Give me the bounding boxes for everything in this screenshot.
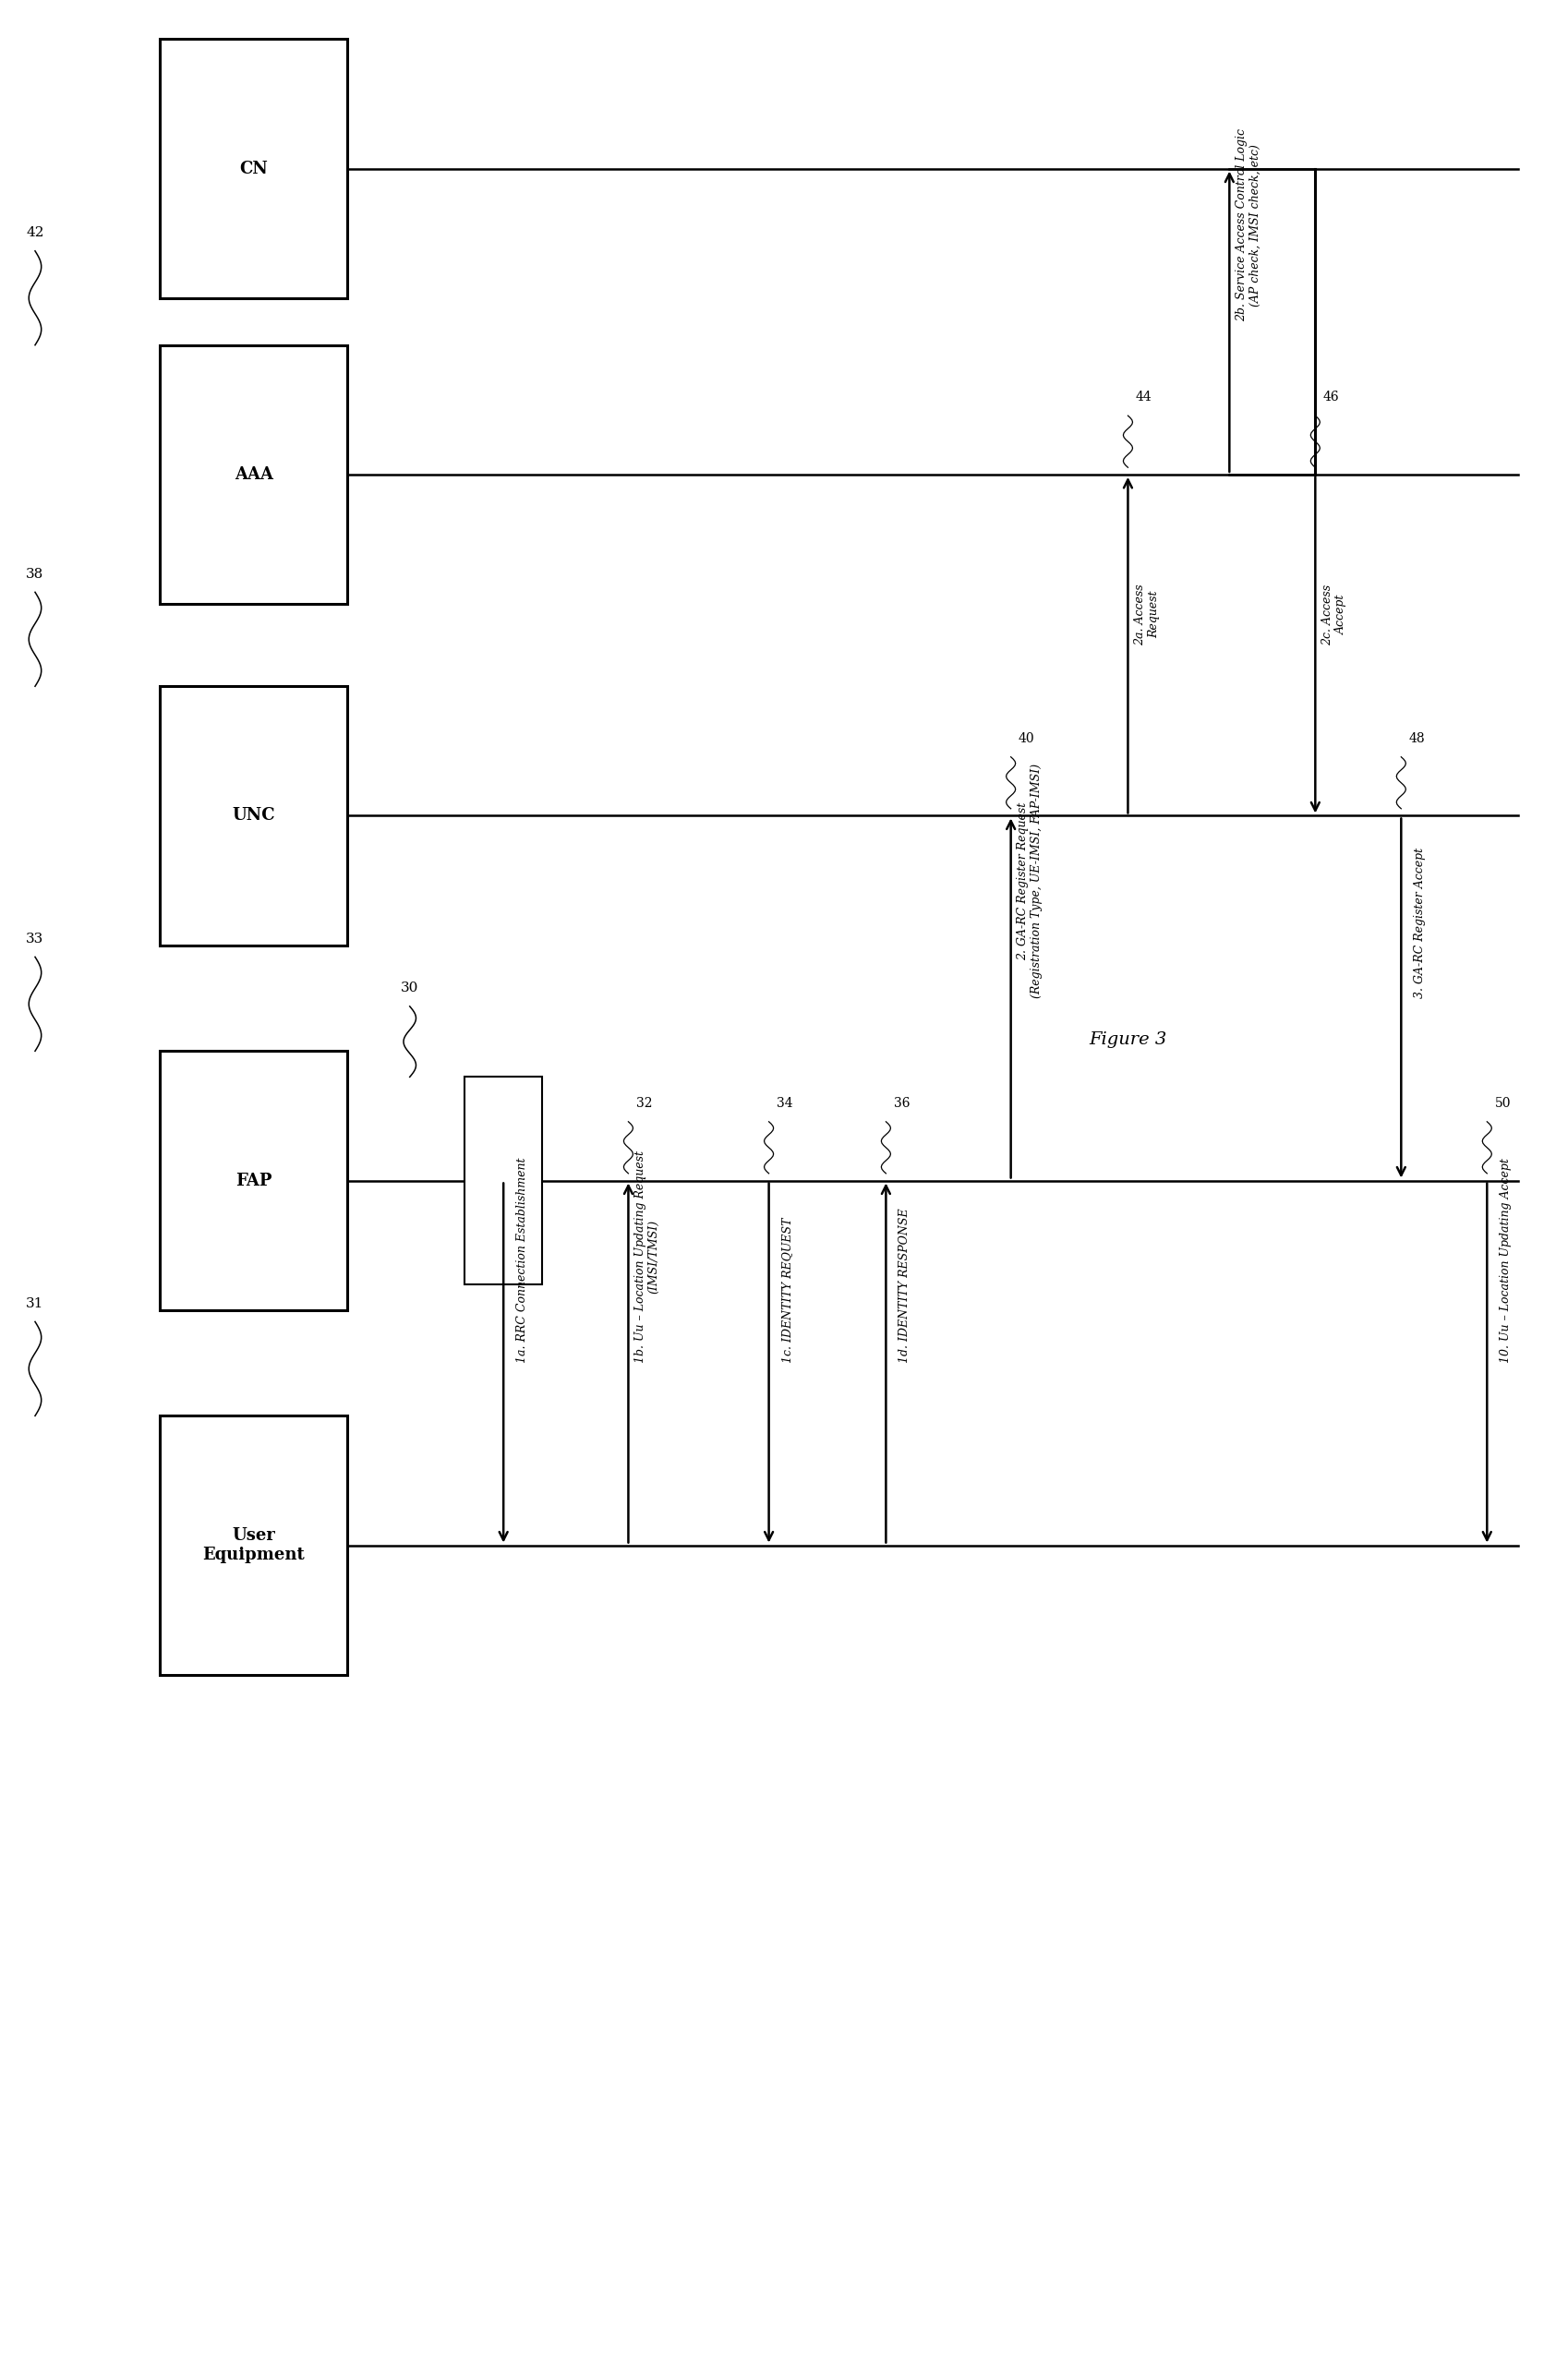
Text: AAA: AAA (234, 465, 273, 482)
Text: User
Equipment: User Equipment (202, 1528, 304, 1563)
Text: CN: CN (240, 161, 268, 177)
Text: 36: 36 (892, 1098, 909, 1110)
Text: 38: 38 (27, 567, 44, 581)
FancyBboxPatch shape (160, 345, 347, 604)
Text: 2b. Service Access Control Logic
(AP check, IMSI check, etc): 2b. Service Access Control Logic (AP che… (1234, 127, 1261, 321)
Text: 1a. RRC Connection Establishment: 1a. RRC Connection Establishment (516, 1157, 528, 1362)
FancyBboxPatch shape (160, 1051, 347, 1310)
Text: 32: 32 (635, 1098, 652, 1110)
Text: 10. Uu – Location Updating Accept: 10. Uu – Location Updating Accept (1499, 1157, 1512, 1362)
Text: 1c. IDENTITY REQUEST: 1c. IDENTITY REQUEST (781, 1218, 793, 1362)
Text: 50: 50 (1494, 1098, 1510, 1110)
FancyBboxPatch shape (160, 40, 347, 297)
Text: 48: 48 (1408, 732, 1424, 746)
Text: 46: 46 (1322, 392, 1338, 404)
Text: 33: 33 (27, 933, 44, 944)
Text: 40: 40 (1018, 732, 1033, 746)
Text: FAP: FAP (235, 1171, 271, 1190)
Text: 44: 44 (1135, 392, 1151, 404)
Text: 2c. Access
Accept: 2c. Access Accept (1320, 583, 1347, 645)
FancyBboxPatch shape (464, 1077, 543, 1284)
Text: 2a. Access
Request: 2a. Access Request (1134, 583, 1159, 645)
Text: 31: 31 (27, 1296, 44, 1310)
FancyBboxPatch shape (160, 1417, 347, 1674)
Text: UNC: UNC (232, 807, 274, 824)
Text: 1d. IDENTITY RESPONSE: 1d. IDENTITY RESPONSE (898, 1209, 909, 1362)
Text: 3. GA-RC Register Accept: 3. GA-RC Register Accept (1413, 848, 1425, 999)
Text: 1b. Uu – Location Updating Request
(IMSI/TMSI): 1b. Uu – Location Updating Request (IMSI… (633, 1150, 660, 1362)
Text: 30: 30 (400, 982, 419, 994)
Text: 2. GA-RC Register Request
(Registration Type, UE-IMSI, FAP-IMSI): 2. GA-RC Register Request (Registration … (1016, 763, 1041, 999)
FancyBboxPatch shape (160, 687, 347, 944)
Text: Figure 3: Figure 3 (1088, 1032, 1167, 1048)
Text: 34: 34 (776, 1098, 792, 1110)
Text: 42: 42 (27, 227, 44, 238)
